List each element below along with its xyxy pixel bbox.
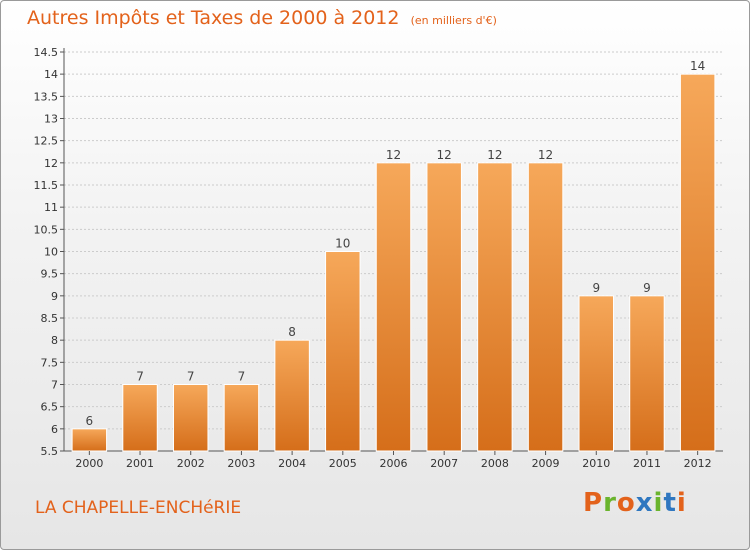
y-tick-label: 14 xyxy=(44,68,58,81)
x-tick-label: 2011 xyxy=(633,457,661,470)
logo-letter: r xyxy=(603,488,617,518)
data-label: 12 xyxy=(487,148,502,162)
x-tick-label: 2003 xyxy=(227,457,255,470)
y-tick-label: 12.5 xyxy=(34,135,59,148)
bar xyxy=(375,162,412,452)
chart-unit: (en milliers d'€) xyxy=(410,14,497,27)
x-tick-label: 2005 xyxy=(329,457,357,470)
y-tick-label: 11.5 xyxy=(34,179,59,192)
y-tick-label: 5.5 xyxy=(41,445,59,458)
chart-title: Autres Impôts et Taxes de 2000 à 2012 (e… xyxy=(27,7,497,29)
y-tick-label: 9.5 xyxy=(41,268,59,281)
data-label: 7 xyxy=(136,370,144,384)
y-tick-label: 7.5 xyxy=(41,356,59,369)
data-label: 12 xyxy=(538,148,553,162)
logo-letter: i xyxy=(676,488,687,518)
bar xyxy=(71,428,108,452)
y-tick-label: 10 xyxy=(44,246,58,259)
bar xyxy=(172,384,209,452)
y-tick-label: 14.5 xyxy=(34,46,59,59)
data-label: 14 xyxy=(690,59,705,73)
x-tick-label: 2010 xyxy=(582,457,610,470)
commune-name: LA CHAPELLE-ENCHéRIE xyxy=(35,498,242,518)
y-tick-label: 13.5 xyxy=(34,90,59,103)
data-label: 7 xyxy=(187,370,195,384)
y-tick-label: 9 xyxy=(51,290,58,303)
x-tick-label: 2008 xyxy=(481,457,509,470)
y-tick-label: 11 xyxy=(44,201,58,214)
bar xyxy=(426,162,462,452)
x-tick-label: 2000 xyxy=(75,457,103,470)
y-tick-label: 8.5 xyxy=(41,312,59,325)
bar xyxy=(527,162,564,452)
bar xyxy=(325,251,361,452)
logo-letter: i xyxy=(653,488,664,518)
x-tick-label: 2002 xyxy=(177,457,205,470)
x-tick-label: 2001 xyxy=(126,457,154,470)
data-label: 12 xyxy=(437,148,452,162)
x-tick-label: 2012 xyxy=(684,457,712,470)
chart-title-text: Autres Impôts et Taxes de 2000 à 2012 xyxy=(27,7,400,29)
x-tick-label: 2009 xyxy=(532,457,560,470)
data-label: 9 xyxy=(592,281,600,295)
y-tick-label: 13 xyxy=(44,113,58,126)
x-tick-label: 2004 xyxy=(278,457,306,470)
data-label: 10 xyxy=(335,237,350,251)
y-tick-label: 8 xyxy=(51,334,58,347)
y-tick-label: 7 xyxy=(51,379,58,392)
data-label: 9 xyxy=(643,281,651,295)
bar xyxy=(122,384,158,452)
data-label: 8 xyxy=(288,325,296,339)
y-tick-label: 6.5 xyxy=(41,401,59,414)
y-tick-label: 6 xyxy=(51,423,58,436)
data-label: 7 xyxy=(238,370,246,384)
bar xyxy=(578,295,615,452)
x-tick-label: 2006 xyxy=(380,457,408,470)
data-label: 12 xyxy=(386,148,401,162)
data-label: 6 xyxy=(86,414,94,428)
bar xyxy=(679,73,716,452)
bar xyxy=(629,295,665,452)
logo-letter: o xyxy=(616,488,636,518)
y-tick-label: 10.5 xyxy=(34,223,59,236)
x-tick-label: 2007 xyxy=(430,457,458,470)
bar xyxy=(223,384,260,452)
proxiti-logo: Proxiti xyxy=(583,488,687,518)
logo-letter: x xyxy=(635,488,654,518)
logo-letter: t xyxy=(663,488,677,518)
bar xyxy=(274,339,310,452)
y-tick-label: 12 xyxy=(44,157,58,170)
bar xyxy=(477,162,513,452)
logo-letter: P xyxy=(583,488,604,518)
